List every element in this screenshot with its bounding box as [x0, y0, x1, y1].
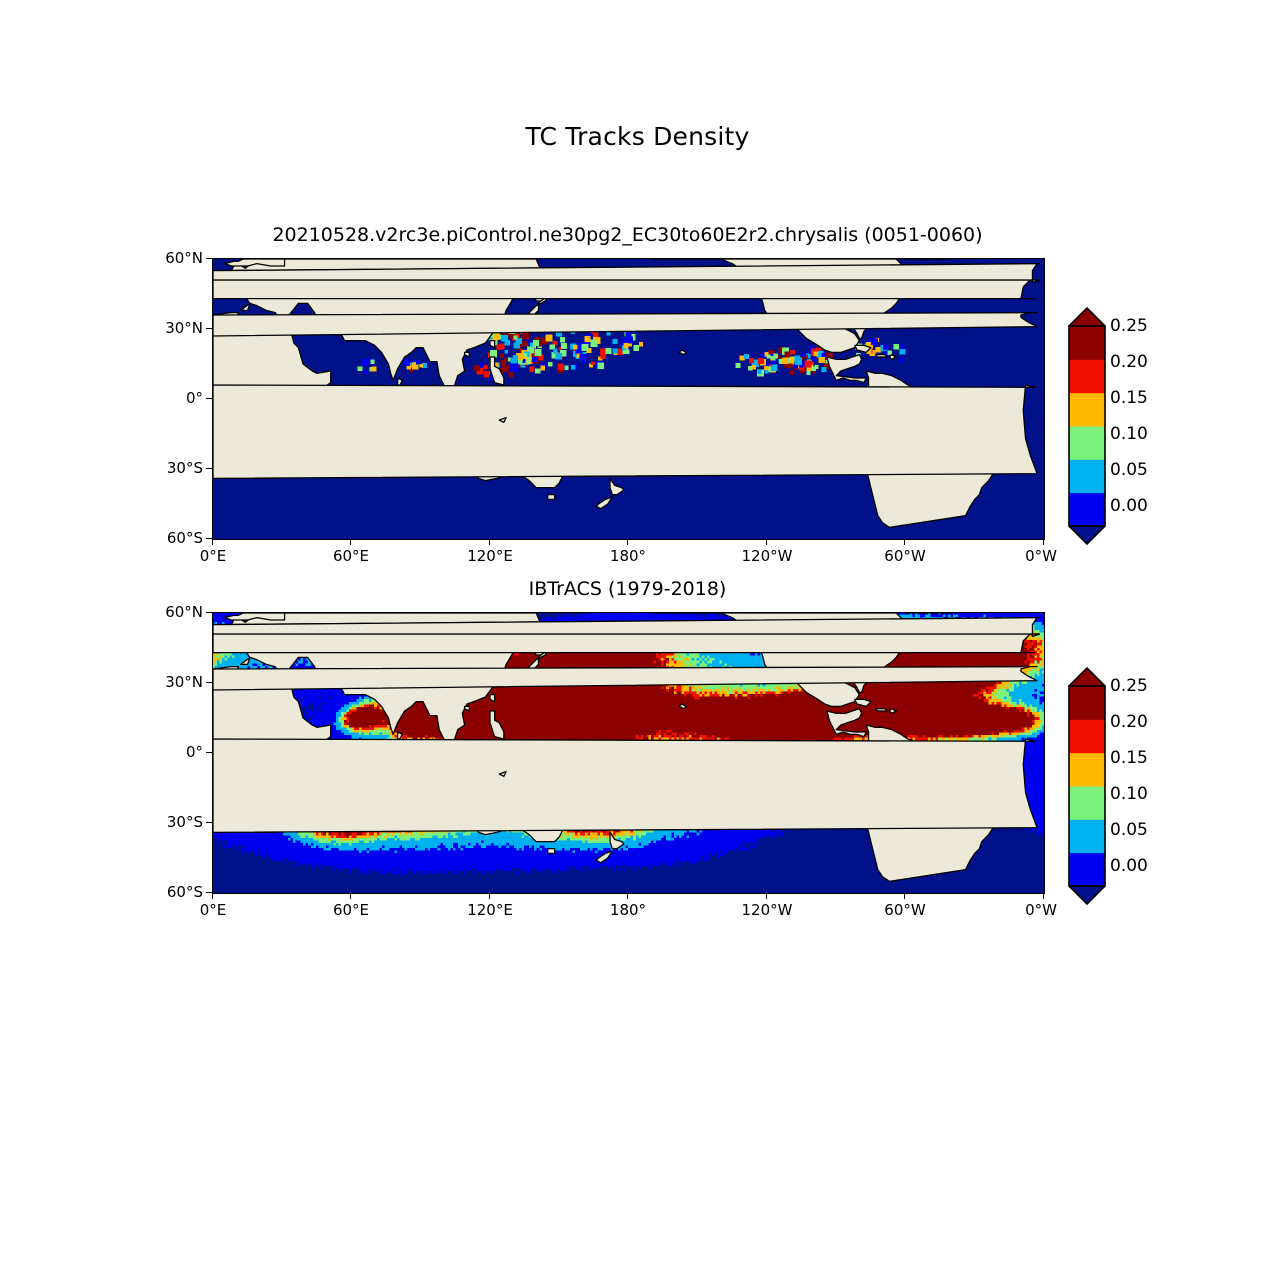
obs-xtickmark-4 — [766, 893, 768, 899]
model-colorbar-swatches — [1068, 307, 1106, 545]
obs-ytick-0: 60°N — [140, 603, 203, 621]
model-ytick-3: 30°S — [140, 459, 203, 477]
obs-map-canvas — [213, 613, 1044, 893]
obs-xtick-5: 60°W — [884, 901, 925, 919]
model-xtick-2: 120°E — [467, 547, 513, 565]
model-cbar-label-5: 0.00 — [1110, 496, 1148, 516]
obs-cbar-label-2: 0.15 — [1110, 748, 1148, 768]
model-ytickmark-3 — [206, 468, 212, 470]
obs-ytick-4: 60°S — [140, 883, 203, 901]
model-xtickmark-3 — [627, 539, 629, 545]
obs-ytick-1: 30°N — [140, 673, 203, 691]
obs-xtickmark-3 — [627, 893, 629, 899]
model-xtick-3: 180° — [610, 547, 646, 565]
model-ytickmark-2 — [206, 398, 212, 400]
model-xtickmark-4 — [766, 539, 768, 545]
model-ytickmark-1 — [206, 328, 212, 330]
obs-xtick-1: 60°E — [333, 901, 369, 919]
model-ytickmark-0 — [206, 258, 212, 260]
model-xtickmark-6 — [1043, 539, 1045, 545]
model-map-axes — [212, 258, 1045, 540]
model-xtick-5: 60°W — [884, 547, 925, 565]
obs-colorbar-swatches — [1068, 667, 1106, 905]
obs-panel: IBTrACS (1979-2018) — [212, 578, 1043, 892]
model-xtick-4: 120°W — [742, 547, 793, 565]
model-xtick-0: 0°E — [200, 547, 227, 565]
obs-cbar-label-4: 0.05 — [1110, 820, 1148, 840]
model-map-canvas — [213, 259, 1044, 539]
model-panel: 20210528.v2rc3e.piControl.ne30pg2_EC30to… — [212, 224, 1043, 538]
model-xtick-1: 60°E — [333, 547, 369, 565]
obs-xtickmark-6 — [1043, 893, 1045, 899]
model-ytick-0: 60°N — [140, 249, 203, 267]
obs-ytickmark-0 — [206, 612, 212, 614]
model-xtickmark-2 — [489, 539, 491, 545]
obs-xtick-0: 0°E — [200, 901, 227, 919]
model-cbar-label-0: 0.25 — [1110, 316, 1148, 336]
model-ytick-4: 60°S — [140, 529, 203, 547]
obs-ytickmark-2 — [206, 752, 212, 754]
figure-suptitle: TC Tracks Density — [0, 122, 1275, 151]
model-colorbar: 0.25 0.20 0.15 0.10 0.05 0.00 — [1066, 306, 1216, 546]
obs-xtick-3: 180° — [610, 901, 646, 919]
model-cbar-label-4: 0.05 — [1110, 460, 1148, 480]
model-xtick-6: 0°W — [1025, 547, 1057, 565]
obs-cbar-label-1: 0.20 — [1110, 712, 1148, 732]
obs-ytick-3: 30°S — [140, 813, 203, 831]
obs-xtick-6: 0°W — [1025, 901, 1057, 919]
obs-cbar-label-3: 0.10 — [1110, 784, 1148, 804]
model-xtickmark-5 — [904, 539, 906, 545]
model-ytickmark-4 — [206, 538, 212, 540]
obs-xtickmark-2 — [489, 893, 491, 899]
obs-cbar-label-5: 0.00 — [1110, 856, 1148, 876]
model-xtickmark-0 — [212, 539, 214, 545]
model-cbar-label-1: 0.20 — [1110, 352, 1148, 372]
obs-ytickmark-1 — [206, 682, 212, 684]
obs-ytickmark-4 — [206, 892, 212, 894]
obs-map-axes — [212, 612, 1045, 894]
obs-xtick-4: 120°W — [742, 901, 793, 919]
obs-xtickmark-1 — [350, 893, 352, 899]
obs-ytickmark-3 — [206, 822, 212, 824]
obs-xtick-2: 120°E — [467, 901, 513, 919]
model-cbar-label-3: 0.10 — [1110, 424, 1148, 444]
model-xtickmark-1 — [350, 539, 352, 545]
obs-xtickmark-5 — [904, 893, 906, 899]
model-panel-title: 20210528.v2rc3e.piControl.ne30pg2_EC30to… — [212, 224, 1043, 246]
model-cbar-label-2: 0.15 — [1110, 388, 1148, 408]
model-ytick-1: 30°N — [140, 319, 203, 337]
obs-panel-title: IBTrACS (1979-2018) — [212, 578, 1043, 600]
obs-ytick-2: 0° — [140, 743, 203, 761]
model-ytick-2: 0° — [140, 389, 203, 407]
obs-colorbar: 0.25 0.20 0.15 0.10 0.05 0.00 — [1066, 666, 1216, 906]
obs-cbar-label-0: 0.25 — [1110, 676, 1148, 696]
obs-xtickmark-0 — [212, 893, 214, 899]
